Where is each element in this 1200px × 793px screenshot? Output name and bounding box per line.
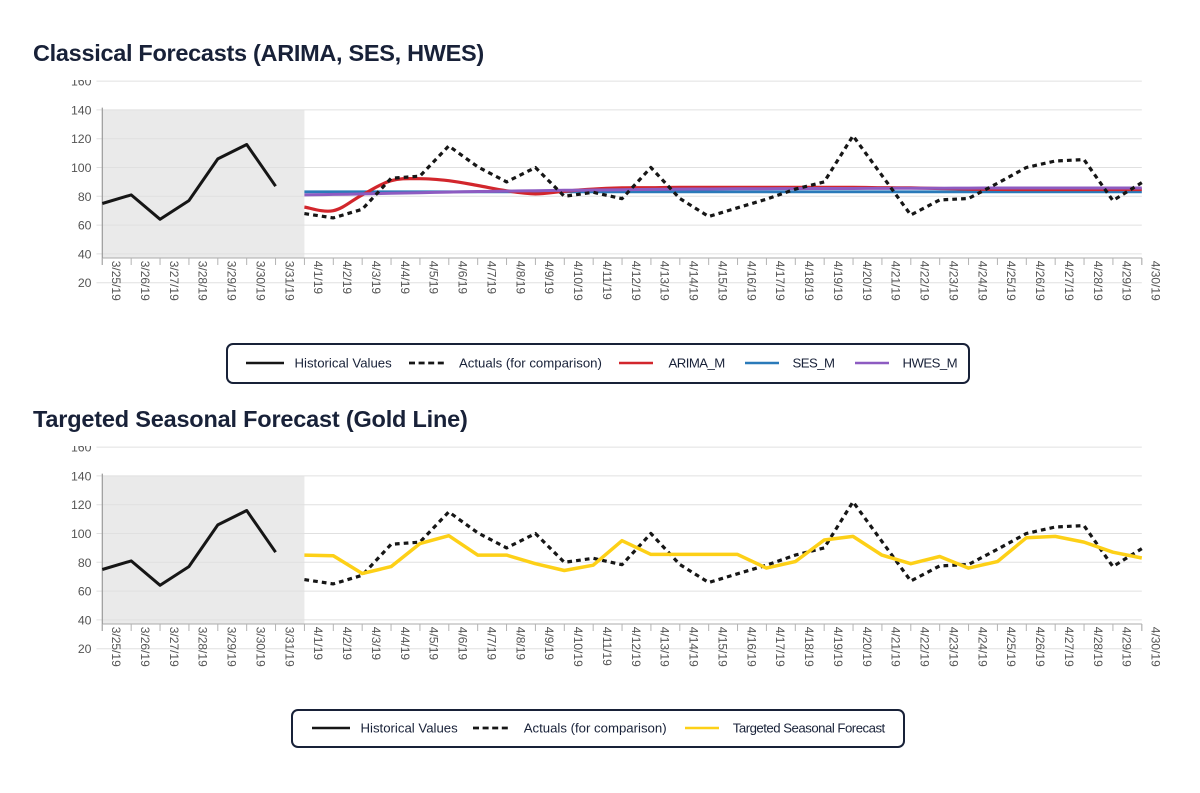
svg-text:4/2/19: 4/2/19 xyxy=(340,260,354,294)
svg-text:4/29/19: 4/29/19 xyxy=(1120,260,1134,300)
svg-text:4/24/19: 4/24/19 xyxy=(975,627,989,667)
svg-text:4/3/19: 4/3/19 xyxy=(369,260,383,294)
svg-text:4/6/19: 4/6/19 xyxy=(456,627,470,661)
svg-text:4/5/19: 4/5/19 xyxy=(427,627,441,661)
svg-text:4/11/19: 4/11/19 xyxy=(600,260,614,299)
svg-text:4/26/19: 4/26/19 xyxy=(1033,260,1047,300)
svg-text:4/9/19: 4/9/19 xyxy=(542,627,556,661)
svg-text:4/21/19: 4/21/19 xyxy=(889,260,903,300)
svg-text:4/28/19: 4/28/19 xyxy=(1091,260,1105,300)
svg-text:4/14/19: 4/14/19 xyxy=(687,627,701,667)
svg-text:4/7/19: 4/7/19 xyxy=(484,627,498,661)
svg-text:3/27/19: 3/27/19 xyxy=(167,260,181,300)
svg-text:20: 20 xyxy=(78,642,92,656)
svg-text:4/18/19: 4/18/19 xyxy=(802,260,816,300)
svg-text:60: 60 xyxy=(78,584,92,598)
svg-text:4/27/19: 4/27/19 xyxy=(1062,260,1076,300)
svg-text:4/5/19: 4/5/19 xyxy=(427,260,441,294)
svg-text:3/26/19: 3/26/19 xyxy=(138,627,152,667)
svg-text:4/1/19: 4/1/19 xyxy=(311,260,325,294)
svg-text:4/27/19: 4/27/19 xyxy=(1062,627,1076,667)
svg-text:4/12/19: 4/12/19 xyxy=(629,627,643,667)
svg-text:120: 120 xyxy=(71,498,92,512)
svg-text:4/17/19: 4/17/19 xyxy=(773,627,787,667)
svg-text:40: 40 xyxy=(78,613,92,627)
svg-text:4/7/19: 4/7/19 xyxy=(484,260,498,294)
svg-text:4/12/19: 4/12/19 xyxy=(629,260,643,300)
svg-text:4/25/19: 4/25/19 xyxy=(1004,260,1018,300)
svg-text:3/29/19: 3/29/19 xyxy=(225,627,239,667)
svg-text:4/2/19: 4/2/19 xyxy=(340,627,354,661)
svg-text:4/16/19: 4/16/19 xyxy=(744,260,758,300)
svg-text:4/15/19: 4/15/19 xyxy=(715,260,729,300)
svg-text:4/22/19: 4/22/19 xyxy=(918,627,932,667)
svg-text:4/25/19: 4/25/19 xyxy=(1004,627,1018,667)
svg-text:3/30/19: 3/30/19 xyxy=(253,627,267,667)
svg-text:4/1/19: 4/1/19 xyxy=(311,627,325,661)
svg-text:4/20/19: 4/20/19 xyxy=(860,260,874,300)
svg-text:4/9/19: 4/9/19 xyxy=(542,260,556,294)
svg-text:3/26/19: 3/26/19 xyxy=(138,260,152,300)
svg-text:160: 160 xyxy=(71,446,92,455)
svg-text:80: 80 xyxy=(78,189,92,203)
svg-text:20: 20 xyxy=(78,276,92,290)
svg-text:3/25/19: 3/25/19 xyxy=(109,260,123,300)
svg-text:4/4/19: 4/4/19 xyxy=(398,260,412,294)
svg-text:3/31/19: 3/31/19 xyxy=(282,260,296,300)
svg-text:3/25/19: 3/25/19 xyxy=(109,627,123,667)
svg-text:4/4/19: 4/4/19 xyxy=(398,627,412,661)
svg-text:3/27/19: 3/27/19 xyxy=(167,627,181,667)
svg-text:4/23/19: 4/23/19 xyxy=(946,260,960,300)
svg-text:4/17/19: 4/17/19 xyxy=(773,260,787,300)
svg-text:4/13/19: 4/13/19 xyxy=(658,627,672,667)
svg-text:4/6/19: 4/6/19 xyxy=(456,260,470,294)
svg-text:4/10/19: 4/10/19 xyxy=(571,260,585,300)
svg-text:4/30/19: 4/30/19 xyxy=(1149,627,1163,667)
svg-text:4/19/19: 4/19/19 xyxy=(831,627,845,667)
svg-text:3/28/19: 3/28/19 xyxy=(196,627,210,667)
svg-text:100: 100 xyxy=(71,527,92,541)
svg-text:4/20/19: 4/20/19 xyxy=(860,627,874,667)
svg-text:4/22/19: 4/22/19 xyxy=(918,260,932,300)
svg-text:40: 40 xyxy=(78,247,92,261)
svg-text:160: 160 xyxy=(71,80,92,89)
svg-text:3/28/19: 3/28/19 xyxy=(196,260,210,300)
svg-text:4/26/19: 4/26/19 xyxy=(1033,627,1047,667)
svg-text:3/29/19: 3/29/19 xyxy=(225,260,239,300)
svg-text:4/30/19: 4/30/19 xyxy=(1149,260,1163,300)
svg-text:80: 80 xyxy=(78,556,92,570)
svg-text:4/10/19: 4/10/19 xyxy=(571,627,585,667)
svg-text:4/8/19: 4/8/19 xyxy=(513,260,527,294)
svg-text:3/31/19: 3/31/19 xyxy=(282,627,296,667)
svg-text:60: 60 xyxy=(78,218,92,232)
svg-text:4/16/19: 4/16/19 xyxy=(744,627,758,667)
svg-text:4/21/19: 4/21/19 xyxy=(889,627,903,667)
svg-text:4/14/19: 4/14/19 xyxy=(687,260,701,300)
svg-text:120: 120 xyxy=(71,132,92,146)
svg-text:4/29/19: 4/29/19 xyxy=(1120,627,1134,667)
svg-text:4/18/19: 4/18/19 xyxy=(802,627,816,667)
svg-text:100: 100 xyxy=(71,161,92,175)
svg-text:4/3/19: 4/3/19 xyxy=(369,627,383,661)
svg-text:4/11/19: 4/11/19 xyxy=(600,627,614,666)
svg-text:3/30/19: 3/30/19 xyxy=(253,260,267,300)
svg-text:4/23/19: 4/23/19 xyxy=(946,627,960,667)
svg-text:4/15/19: 4/15/19 xyxy=(715,627,729,667)
svg-text:140: 140 xyxy=(71,469,92,483)
svg-text:4/19/19: 4/19/19 xyxy=(831,260,845,300)
svg-text:4/13/19: 4/13/19 xyxy=(658,260,672,300)
svg-text:4/28/19: 4/28/19 xyxy=(1091,627,1105,667)
svg-text:4/8/19: 4/8/19 xyxy=(513,627,527,661)
svg-text:4/24/19: 4/24/19 xyxy=(975,260,989,300)
svg-text:140: 140 xyxy=(71,103,92,117)
